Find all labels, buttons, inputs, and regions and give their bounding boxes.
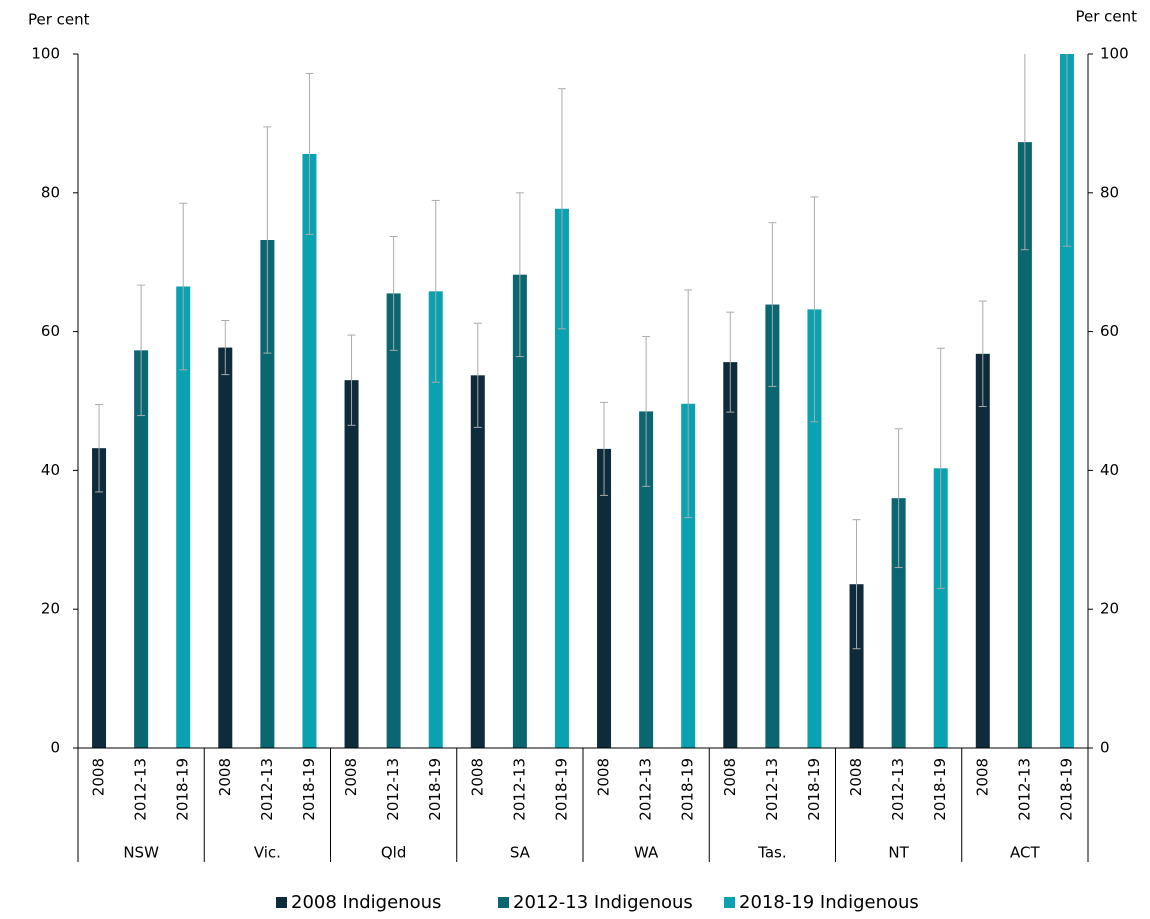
x-tick-label: 2008 xyxy=(973,758,991,796)
bar xyxy=(1059,54,1074,748)
y2-tick-label: 20 xyxy=(1100,600,1119,618)
y-tick-label: 100 xyxy=(31,45,60,63)
x-tick-label: 2018-19 xyxy=(426,758,444,821)
x-tick-label: 2012-13 xyxy=(763,758,781,821)
x-group-label: Qld xyxy=(381,844,407,862)
bar xyxy=(723,362,738,748)
bar xyxy=(260,239,275,748)
legend-swatch xyxy=(276,897,287,908)
legend-label: 2018-19 Indigenous xyxy=(739,892,919,913)
x-group-label: SA xyxy=(510,844,531,862)
x-group-label: ACT xyxy=(1010,844,1040,862)
bar xyxy=(975,353,990,748)
bar xyxy=(849,584,864,748)
y2-tick-label: 80 xyxy=(1100,183,1119,201)
x-tick-label: 2012-13 xyxy=(1015,758,1033,821)
legend-label: 2008 Indigenous xyxy=(291,892,441,913)
x-tick-label: 2018-19 xyxy=(679,758,697,821)
bar xyxy=(512,274,527,748)
x-tick-label: 2008 xyxy=(595,758,613,796)
x-group-label: NSW xyxy=(123,844,159,862)
x-tick-label: 2008 xyxy=(721,758,739,796)
x-tick-label: 2008 xyxy=(342,758,360,796)
bar xyxy=(302,153,317,748)
bar xyxy=(765,304,780,748)
x-group-label: NT xyxy=(888,844,909,862)
x-tick-label: 2012-13 xyxy=(132,758,150,821)
x-group-label: WA xyxy=(634,844,659,862)
bar xyxy=(176,286,191,748)
x-tick-label: 2018-19 xyxy=(805,758,823,821)
bar xyxy=(428,291,443,748)
x-tick-label: 2008 xyxy=(847,758,865,796)
y2-tick-label: 0 xyxy=(1100,739,1110,757)
bar xyxy=(1017,142,1032,748)
bar xyxy=(933,468,948,748)
bar xyxy=(639,411,654,748)
y-tick-label: 80 xyxy=(41,183,60,201)
x-tick-label: 2018-19 xyxy=(1057,758,1075,821)
x-tick-label: 2012-13 xyxy=(510,758,528,821)
x-tick-label: 2018-19 xyxy=(931,758,949,821)
bar xyxy=(807,309,822,748)
bar xyxy=(386,293,401,748)
x-group-label: Tas. xyxy=(757,844,786,862)
bar xyxy=(891,498,906,748)
x-tick-label: 2008 xyxy=(216,758,234,796)
bar xyxy=(681,403,696,748)
x-tick-label: 2018-19 xyxy=(174,758,192,821)
legend-swatch xyxy=(498,897,509,908)
x-tick-label: 2008 xyxy=(468,758,486,796)
plot-area xyxy=(92,54,1074,748)
x-tick-label: 2018-19 xyxy=(552,758,570,821)
bar xyxy=(344,380,359,748)
y-axis-label: Per cent xyxy=(28,11,90,29)
x-tick-label: 2012-13 xyxy=(889,758,907,821)
bar xyxy=(470,375,485,748)
y2-tick-label: 40 xyxy=(1100,461,1119,479)
y2-tick-label: 60 xyxy=(1100,322,1119,340)
bar xyxy=(92,448,107,748)
legend-label: 2012-13 Indigenous xyxy=(513,892,693,913)
x-tick-label: 2012-13 xyxy=(384,758,402,821)
x-tick-label: 2012-13 xyxy=(637,758,655,821)
y-tick-label: 60 xyxy=(41,322,60,340)
y2-tick-label: 100 xyxy=(1100,45,1129,63)
y2-axis-label: Per cent xyxy=(1075,8,1137,26)
x-group-label: Vic. xyxy=(254,844,281,862)
bar xyxy=(554,208,569,748)
y-tick-label: 20 xyxy=(41,600,60,618)
x-tick-label: 2012-13 xyxy=(258,758,276,821)
y-tick-label: 40 xyxy=(41,461,60,479)
x-tick-label: 2008 xyxy=(90,758,108,796)
bar xyxy=(218,347,233,748)
bar xyxy=(597,448,612,748)
x-tick-label: 2018-19 xyxy=(300,758,318,821)
y-tick-label: 0 xyxy=(50,739,60,757)
legend-swatch xyxy=(724,897,735,908)
bar xyxy=(134,350,149,748)
